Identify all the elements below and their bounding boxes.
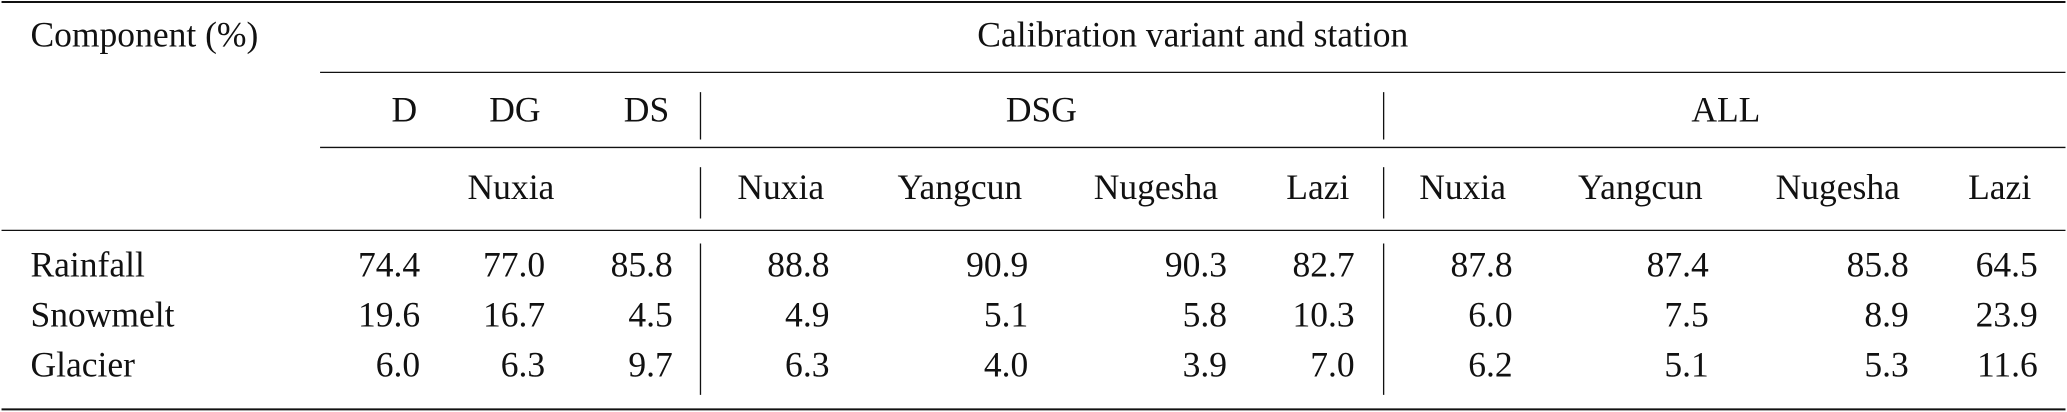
cell: 10.3 <box>1293 295 1355 335</box>
cell: 23.9 <box>1976 295 2038 335</box>
station-header: Nugesha <box>1776 167 1901 207</box>
variant-header: D <box>391 89 417 129</box>
cell: 87.8 <box>1450 245 1512 285</box>
row-label: Glacier <box>30 345 135 385</box>
cell: 3.9 <box>1183 345 1227 385</box>
cell: 19.6 <box>358 295 420 335</box>
cell: 4.5 <box>628 295 672 335</box>
cell: 5.1 <box>1664 345 1708 385</box>
cell: 77.0 <box>483 245 545 285</box>
cell: 4.0 <box>984 345 1028 385</box>
cell: 6.3 <box>501 345 545 385</box>
cell: 64.5 <box>1976 245 2038 285</box>
variant-header: DSG <box>1006 89 1077 129</box>
variant-header: DG <box>489 89 540 129</box>
component-header: Component (%) <box>30 14 258 54</box>
cell: 5.3 <box>1864 345 1908 385</box>
station-header: Nugesha <box>1094 167 1219 207</box>
cell: 87.4 <box>1647 245 1709 285</box>
cell: 7.5 <box>1664 295 1708 335</box>
cell: 88.8 <box>767 245 829 285</box>
cell: 6.0 <box>1468 295 1512 335</box>
cell: 85.8 <box>1847 245 1909 285</box>
row-label: Snowmelt <box>30 295 174 335</box>
cell: 4.9 <box>785 295 829 335</box>
cell: 6.2 <box>1468 345 1512 385</box>
variant-header: DS <box>624 89 669 129</box>
cell: 8.9 <box>1864 295 1908 335</box>
cell: 74.4 <box>358 245 420 285</box>
station-header: Yangcun <box>1578 167 1703 207</box>
cell: 90.9 <box>966 245 1028 285</box>
station-header: Nuxia <box>737 167 824 207</box>
station-header: Nuxia <box>468 167 555 207</box>
station-header: Lazi <box>1286 167 1349 207</box>
station-header: Lazi <box>1968 167 2031 207</box>
separators <box>699 92 1385 395</box>
cell: 9.7 <box>628 345 672 385</box>
cell: 82.7 <box>1293 245 1355 285</box>
cell: 6.3 <box>785 345 829 385</box>
cell: 85.8 <box>611 245 673 285</box>
station-header: Nuxia <box>1419 167 1506 207</box>
cell: 6.0 <box>376 345 420 385</box>
row-label: Rainfall <box>30 245 145 285</box>
cell: 16.7 <box>483 295 545 335</box>
station-header: Yangcun <box>897 167 1022 207</box>
cell: 5.1 <box>984 295 1028 335</box>
group-header: Calibration variant and station <box>977 14 1408 54</box>
cell: 5.8 <box>1183 295 1227 335</box>
cell: 7.0 <box>1310 345 1354 385</box>
cell: 11.6 <box>1977 345 2038 385</box>
cell: 90.3 <box>1165 245 1227 285</box>
variant-header: ALL <box>1691 89 1760 129</box>
